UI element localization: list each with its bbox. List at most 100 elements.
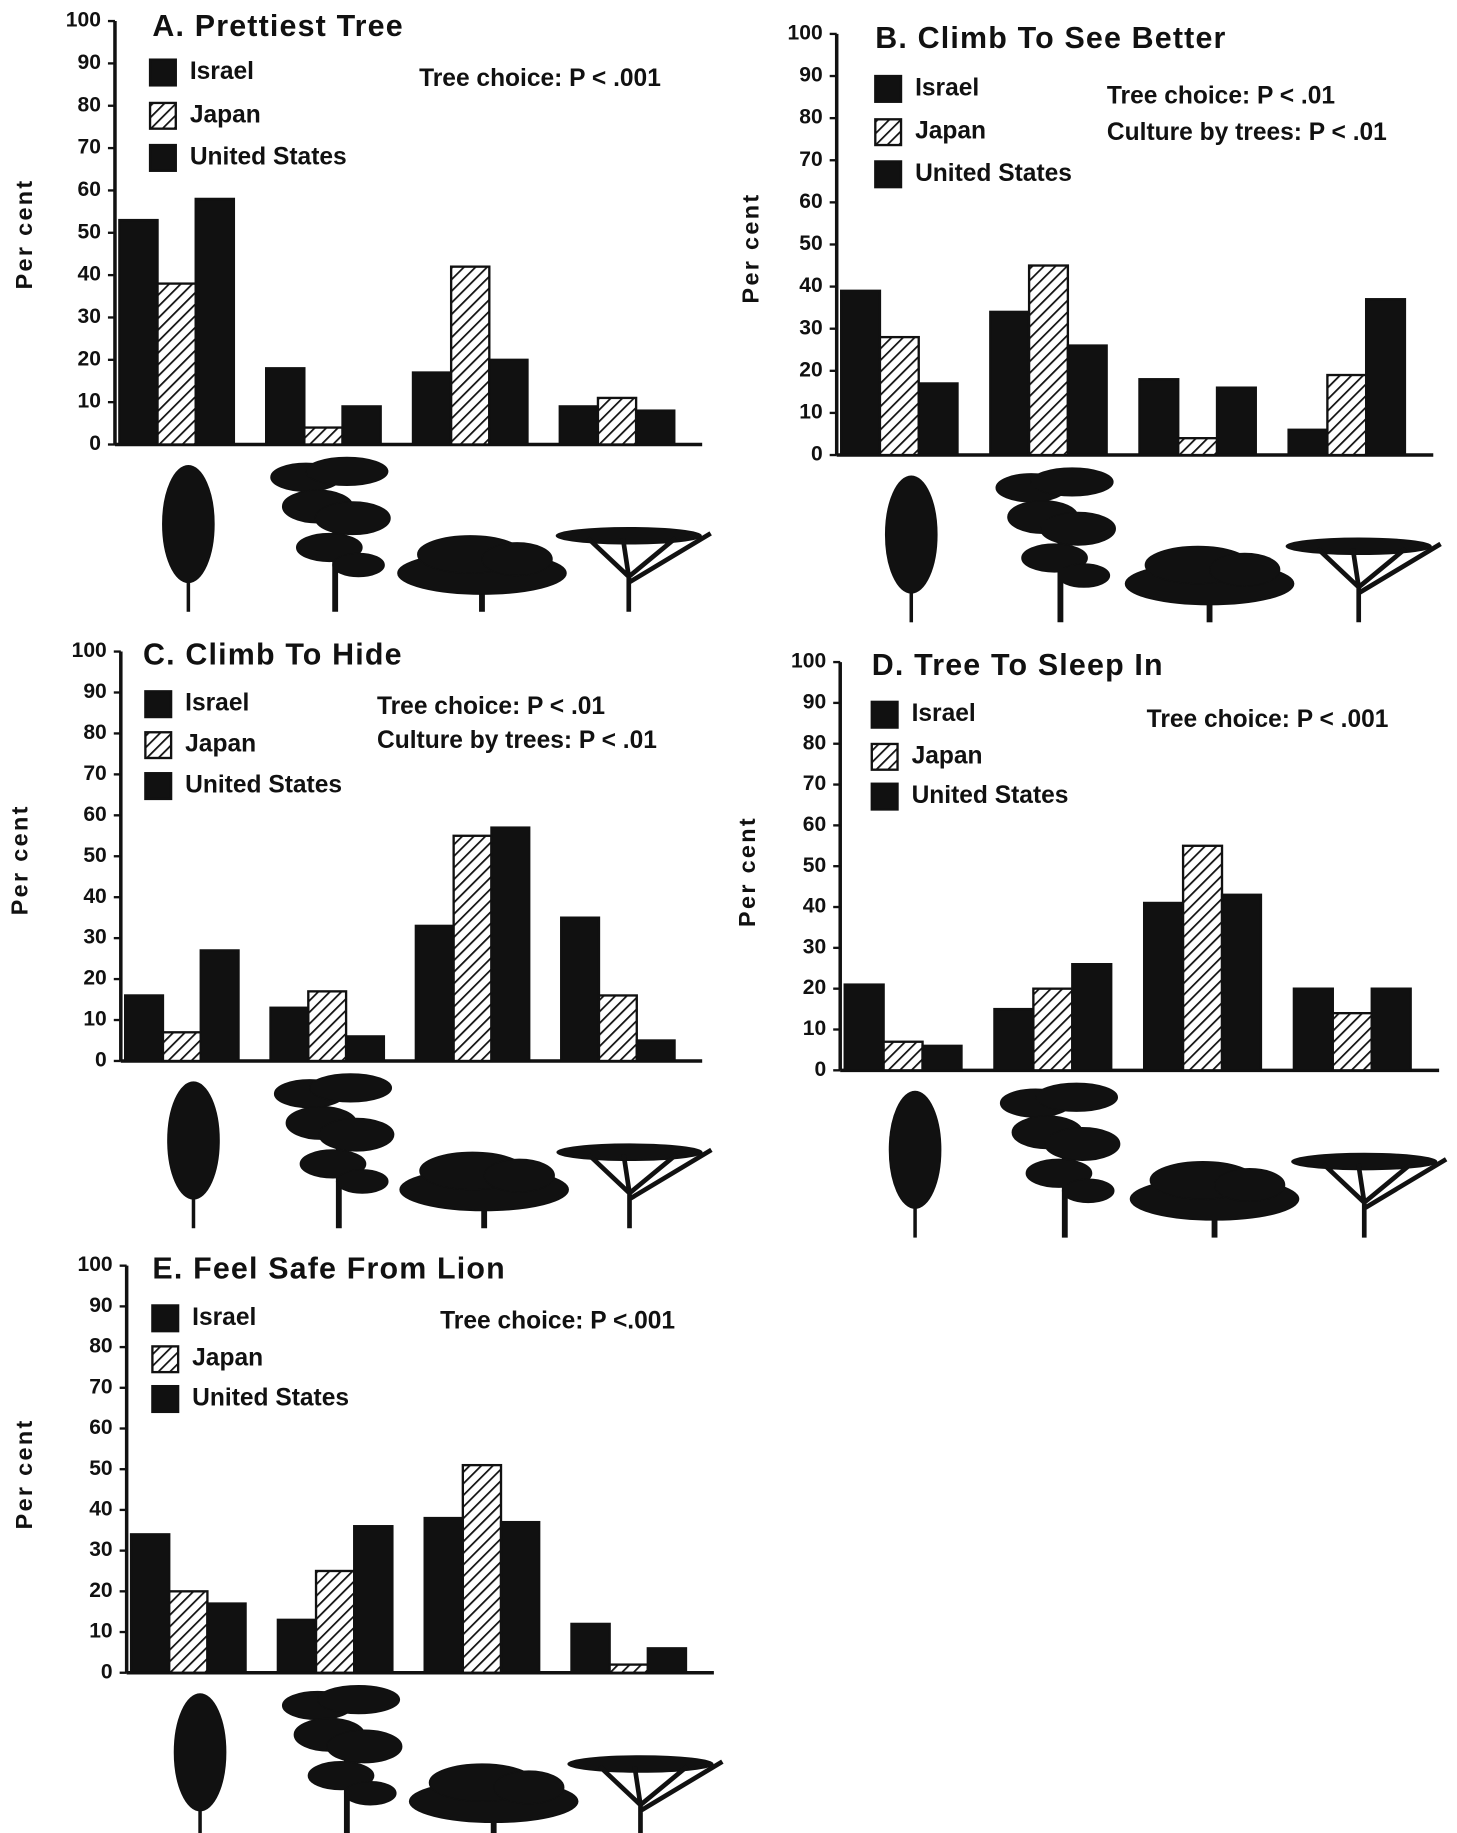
chart-title: C. Climb To Hide (143, 637, 403, 671)
bar (489, 360, 527, 445)
bar (413, 373, 451, 445)
bar (648, 1648, 686, 1672)
tree-canopy (1031, 468, 1113, 496)
tree-icon (1286, 538, 1440, 622)
legend-swatch (145, 732, 171, 758)
tree-icon (886, 476, 937, 622)
legend-label: Japan (185, 731, 256, 758)
y-tick-label: 60 (799, 190, 822, 213)
annotation: Tree choice: P < .001 (1147, 706, 1389, 733)
bar (1327, 375, 1366, 455)
legend-swatch (152, 1346, 178, 1372)
legend-label: United States (192, 1385, 349, 1412)
tree-icon (274, 1074, 393, 1228)
tree-canopy (889, 1091, 940, 1208)
chart-title: A. Prettiest Tree (152, 9, 403, 43)
y-tick-label: 70 (83, 762, 106, 785)
bar (278, 1620, 316, 1673)
y-tick-label: 90 (803, 690, 826, 713)
bar (169, 1591, 207, 1672)
bar (316, 1571, 354, 1673)
y-tick-label: 30 (89, 1538, 112, 1561)
chart-title: B. Climb To See Better (875, 21, 1226, 55)
tree-canopy (886, 476, 937, 593)
y-axis-label: Per cent (738, 193, 764, 304)
tree-canopy (482, 543, 552, 576)
tree-trunk (1323, 1159, 1446, 1237)
bar (491, 828, 529, 1061)
y-tick-label: 0 (95, 1049, 107, 1072)
chart-title: E. Feel Safe From Lion (152, 1251, 506, 1285)
legend-label: Israel (912, 700, 976, 727)
bar (1033, 989, 1072, 1071)
y-tick-label: 80 (83, 721, 106, 744)
bar (990, 312, 1029, 455)
bar (1372, 989, 1411, 1071)
tree-canopy (1062, 1179, 1113, 1202)
tree-canopy (1058, 564, 1109, 587)
tree-icon (1125, 546, 1293, 622)
tree-canopy (174, 1694, 225, 1811)
legend-swatch (150, 60, 176, 86)
tree-canopy (1210, 553, 1280, 586)
legend-swatch (145, 773, 171, 799)
legend-label: United States (912, 782, 1069, 809)
legend-swatch (152, 1386, 178, 1412)
y-tick-label: 30 (83, 926, 106, 949)
bar (598, 398, 636, 445)
annotation: Tree choice: P < .01 (1107, 83, 1335, 110)
y-tick-label: 80 (89, 1335, 112, 1358)
legend-swatch (872, 702, 898, 728)
y-tick-label: 10 (799, 400, 822, 423)
legend-label: Japan (192, 1345, 263, 1372)
legend-label: Japan (912, 742, 983, 769)
tree-canopy (1036, 1083, 1118, 1111)
tree-icon (400, 1152, 568, 1228)
bar (451, 267, 489, 445)
annotation: Tree choice: P <.001 (440, 1307, 675, 1334)
bar (880, 337, 919, 455)
bar (196, 199, 234, 445)
y-tick-label: 40 (799, 274, 822, 297)
tree-icon (568, 1756, 722, 1833)
bar (425, 1518, 463, 1673)
y-tick-label: 40 (83, 885, 106, 908)
y-tick-label: 60 (83, 803, 106, 826)
bar (1029, 266, 1068, 455)
bar (599, 995, 637, 1061)
y-tick-label: 40 (803, 895, 826, 918)
bar (1178, 438, 1217, 455)
bar (1289, 430, 1328, 455)
bar (1217, 388, 1256, 455)
y-tick-label: 0 (811, 443, 823, 466)
annotation: Tree choice: P < .01 (377, 693, 605, 720)
legend-label: Japan (190, 101, 261, 128)
y-tick-label: 60 (89, 1416, 112, 1439)
bar (841, 291, 880, 455)
bar (636, 411, 674, 445)
legend-swatch (875, 76, 901, 102)
y-tick-label: 90 (83, 680, 106, 703)
tree-icon (283, 1686, 402, 1833)
bar (1222, 895, 1261, 1071)
legend-swatch (152, 1305, 178, 1331)
bar (501, 1522, 539, 1673)
tree-icon (271, 457, 390, 611)
y-tick-label: 50 (799, 232, 822, 255)
bar (1183, 846, 1222, 1071)
tree-canopy (345, 1782, 396, 1805)
y-tick-label: 70 (89, 1375, 112, 1398)
bar (125, 995, 163, 1061)
tree-icon (1130, 1162, 1298, 1238)
bar (163, 1032, 201, 1061)
legend-swatch (145, 691, 171, 717)
bar (1294, 989, 1333, 1071)
y-axis-label: Per cent (11, 1418, 37, 1529)
y-tick-label: 50 (78, 220, 101, 243)
tree-canopy (315, 502, 390, 535)
tree-icon (168, 1082, 219, 1228)
y-tick-label: 50 (83, 844, 106, 867)
legend-label: United States (190, 143, 347, 170)
y-tick-label: 70 (799, 148, 822, 171)
bar (923, 1046, 962, 1070)
